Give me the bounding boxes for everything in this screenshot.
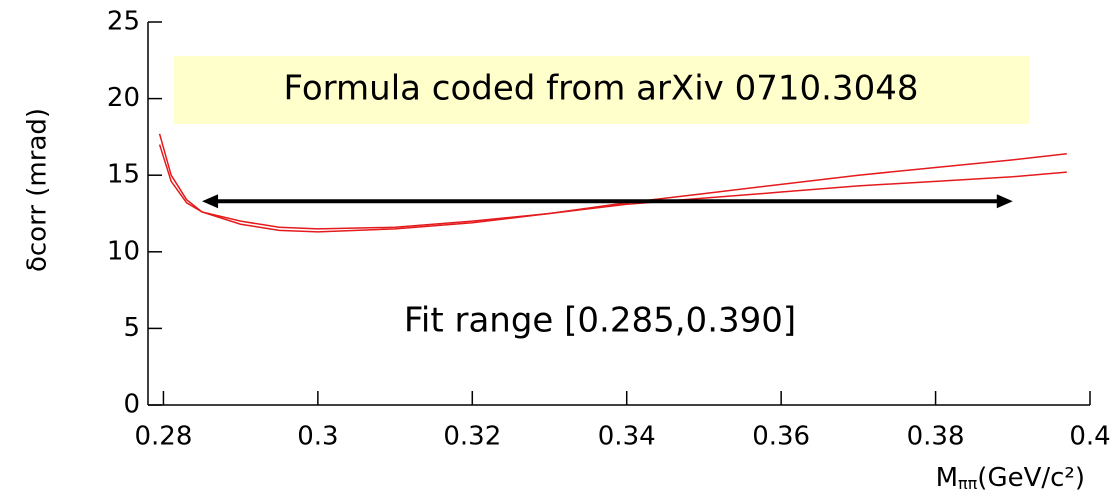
y-tick-label: 25 [107, 7, 140, 37]
y-tick-label: 10 [107, 236, 140, 266]
x-tick-label: 0.32 [443, 422, 501, 452]
x-tick-label: 0.4 [1069, 422, 1110, 452]
y-tick-label: 0 [123, 390, 140, 420]
y-tick-label: 5 [123, 313, 140, 343]
x-tick-label: 0.28 [134, 422, 192, 452]
y-tick-label: 20 [107, 83, 140, 113]
line [158, 144, 1067, 230]
y-axis-label: δcorr (mrad) [23, 108, 53, 272]
x-tick-label: 0.34 [598, 422, 656, 452]
annotation-box [174, 56, 1029, 124]
x-tick-label: 0.38 [907, 422, 965, 452]
annotation: Formula coded from arXiv 0710.3048 [284, 69, 919, 109]
x-label-sub: ππ [958, 474, 978, 493]
annotation: Fit range [0.285,0.390] [404, 301, 796, 341]
x-label-rest: (GeV/c²) [977, 463, 1085, 493]
line [158, 133, 1067, 233]
arrow-head [996, 194, 1013, 209]
x-label-main: M [936, 463, 958, 493]
y-tick-label: 15 [107, 160, 140, 190]
x-axis-label: Mππ(GeV/c²) [936, 463, 1085, 493]
arrow-head [202, 194, 219, 209]
x-tick-label: 0.36 [752, 422, 810, 452]
x-tick-label: 0.3 [297, 422, 338, 452]
